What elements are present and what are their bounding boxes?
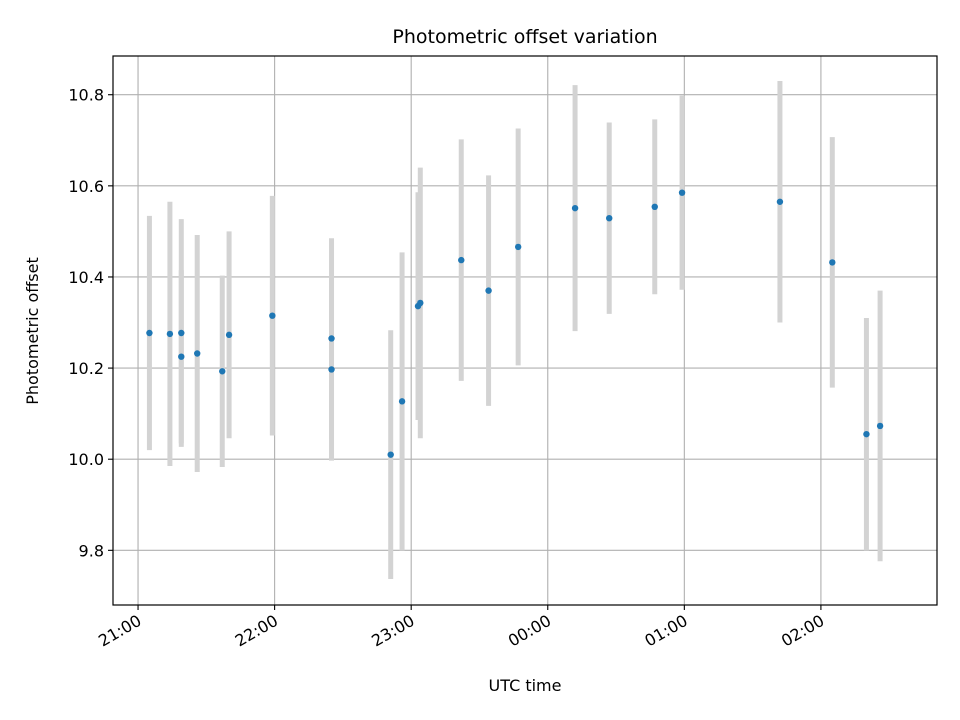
data-points <box>146 189 884 458</box>
data-point <box>194 350 201 357</box>
data-point <box>606 214 613 222</box>
chart-title: Photometric offset variation <box>392 26 657 48</box>
data-point <box>269 312 276 319</box>
data-point <box>417 299 424 307</box>
data-point <box>651 203 658 211</box>
plot-frame <box>112 55 938 606</box>
data-point <box>387 451 394 458</box>
y-tick-label: 10.0 <box>68 450 104 469</box>
data-point <box>178 329 185 337</box>
y-tick-label: 10.6 <box>68 177 104 196</box>
y-axis: 9.8 10.0 10.2 10.4 10.6 10.8 <box>68 86 113 560</box>
data-point <box>863 430 870 438</box>
data-point <box>146 329 153 337</box>
data-point <box>166 330 174 338</box>
y-tick-label: 9.8 <box>79 541 104 560</box>
x-axis-title: UTC time <box>489 676 562 695</box>
data-point <box>776 198 784 205</box>
y-tick-label: 10.4 <box>68 268 104 287</box>
y-axis-title: Photometric offset <box>23 257 42 405</box>
data-point <box>514 243 522 251</box>
data-point <box>398 398 406 405</box>
data-point <box>225 331 233 339</box>
data-point <box>219 368 226 375</box>
data-point <box>485 287 492 294</box>
data-point <box>328 366 335 373</box>
y-tick-label: 10.2 <box>68 359 104 378</box>
data-point <box>876 422 884 430</box>
y-tick-label: 10.8 <box>68 86 104 105</box>
data-point <box>178 353 185 360</box>
data-point <box>678 189 686 196</box>
data-point <box>829 259 836 266</box>
data-point <box>328 335 335 342</box>
data-point <box>571 204 579 212</box>
data-point <box>458 256 465 264</box>
